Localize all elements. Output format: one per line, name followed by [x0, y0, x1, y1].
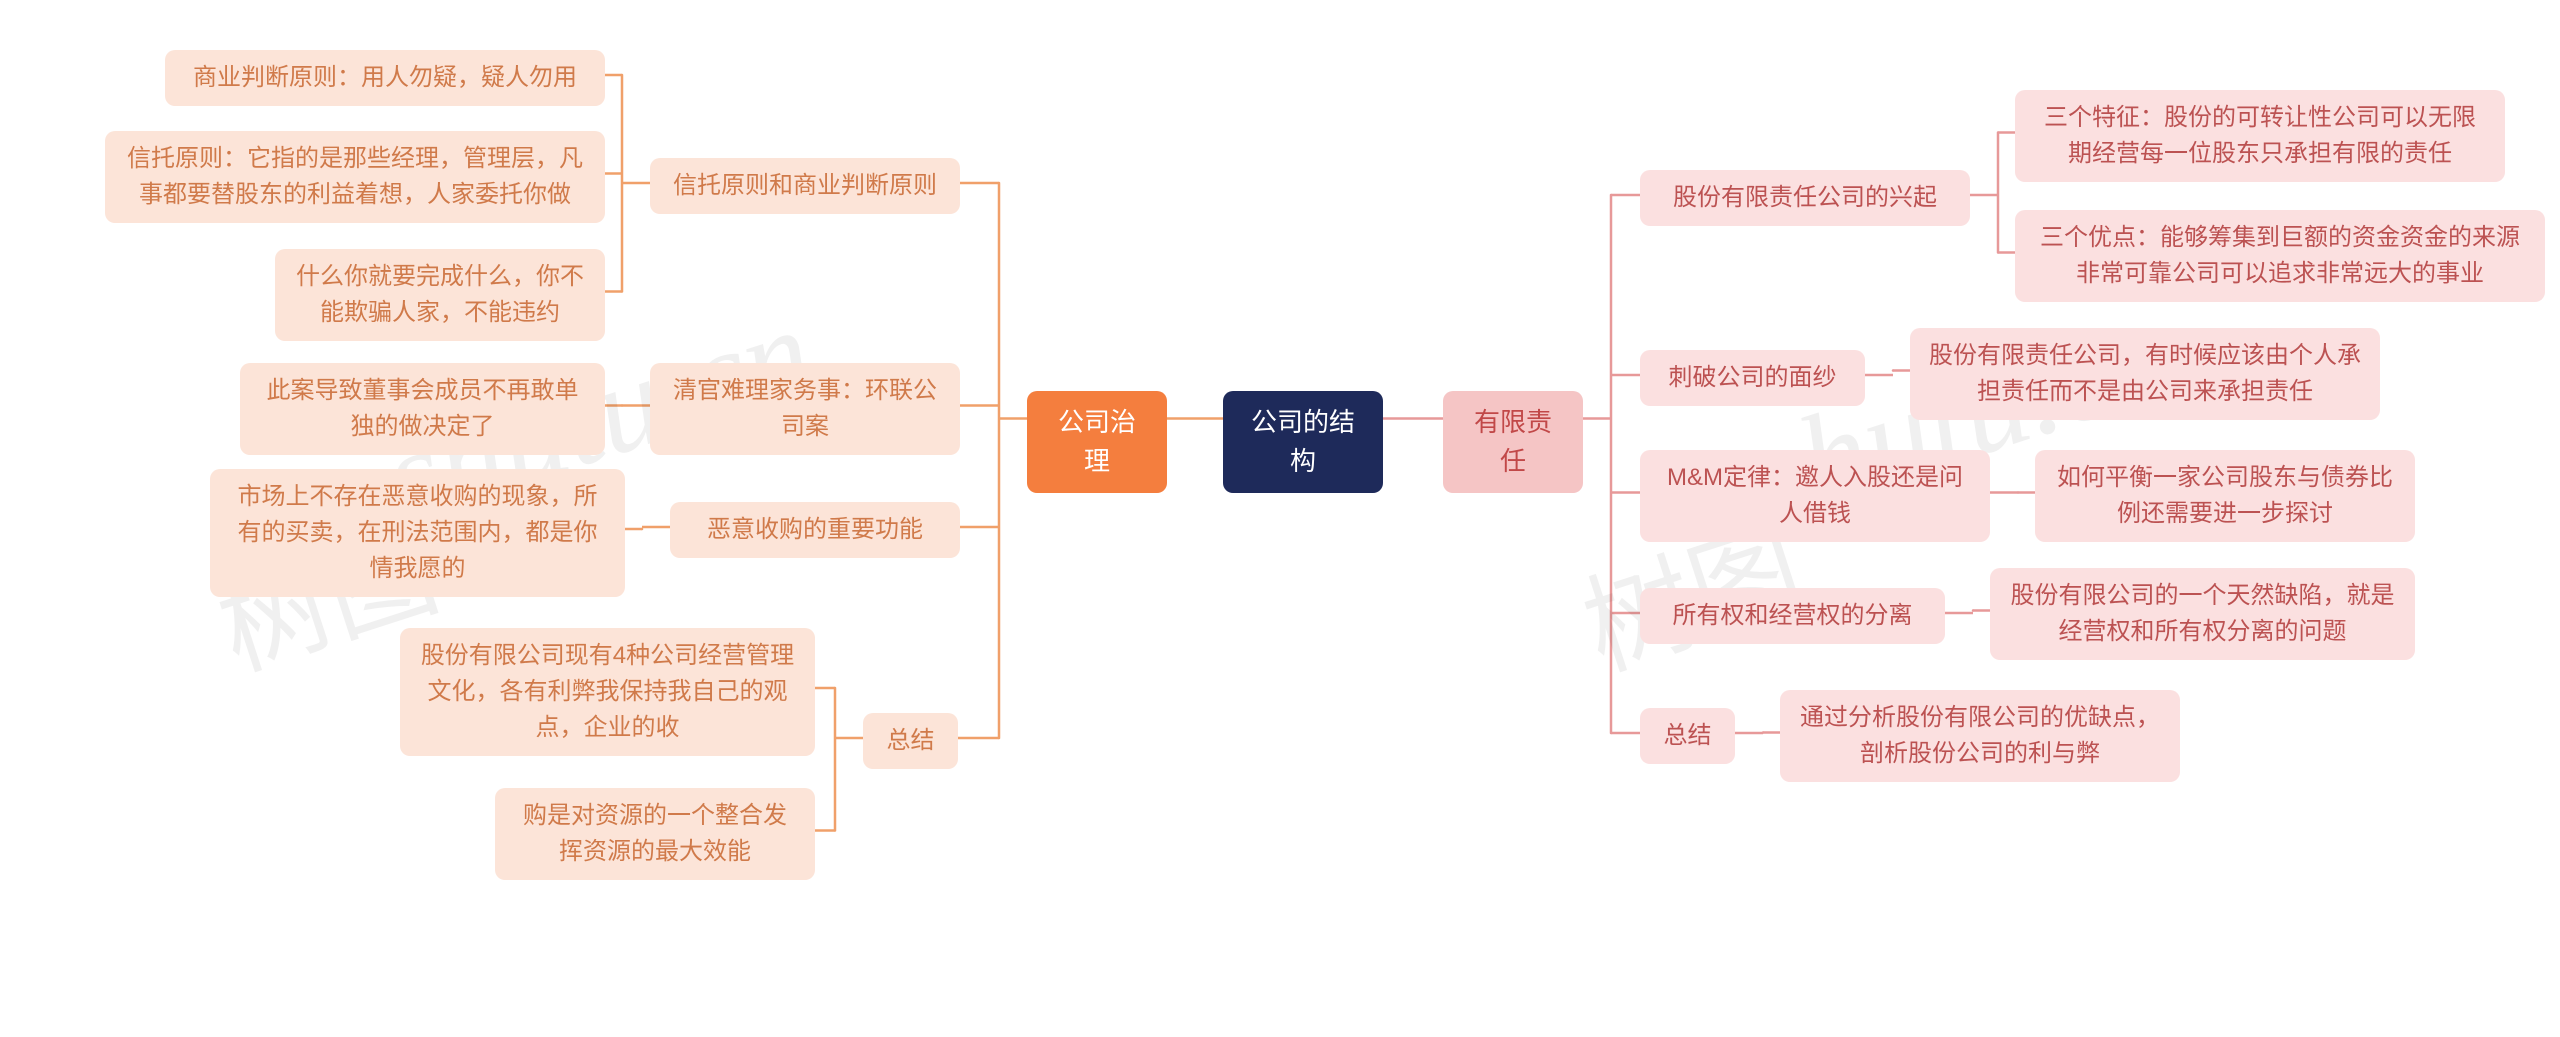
left-l2-0: 信托原则和商业判断原则 — [650, 158, 960, 214]
left-l2-2: 恶意收购的重要功能 — [670, 502, 960, 558]
right-leaf-4-0: 通过分析股份有限公司的优缺点，剖析股份公司的利与弊 — [1780, 690, 2180, 782]
right-leaf-1-0: 股份有限责任公司，有时候应该由个人承担责任而不是由公司来承担责任 — [1910, 328, 2380, 420]
right-l2-3: 所有权和经营权的分离 — [1640, 588, 1945, 644]
left-leaf-0-1: 信托原则：它指的是那些经理，管理层，凡事都要替股东的利益着想，人家委托你做 — [105, 131, 605, 223]
left-leaf-0-0: 商业判断原则：用人勿疑，疑人勿用 — [165, 50, 605, 106]
right-leaf-0-0: 三个特征：股份的可转让性公司可以无限期经营每一位股东只承担有限的责任 — [2015, 90, 2505, 182]
right-l2-4: 总结 — [1640, 708, 1735, 764]
right-leaf-0-1: 三个优点：能够筹集到巨额的资金资金的来源非常可靠公司可以追求非常远大的事业 — [2015, 210, 2545, 302]
right-l2-0: 股份有限责任公司的兴起 — [1640, 170, 1970, 226]
right-l2-2: M&M定律：邀人入股还是问人借钱 — [1640, 450, 1990, 542]
right-leaf-2-0: 如何平衡一家公司股东与债券比例还需要进一步探讨 — [2035, 450, 2415, 542]
left-leaf-3-1: 购是对资源的一个整合发挥资源的最大效能 — [495, 788, 815, 880]
right-l2-1: 刺破公司的面纱 — [1640, 350, 1865, 406]
left-leaf-3-0: 股份有限公司现有4种公司经营管理文化，各有利弊我保持我自己的观点，企业的收 — [400, 628, 815, 756]
left-leaf-0-2: 什么你就要完成什么，你不能欺骗人家，不能违约 — [275, 249, 605, 341]
left-leaf-1-0: 此案导致董事会成员不再敢单独的做决定了 — [240, 363, 605, 455]
left-leaf-2-0: 市场上不存在恶意收购的现象，所有的买卖，在刑法范围内，都是你情我愿的 — [210, 469, 625, 597]
root-node: 公司的结构 — [1223, 391, 1383, 493]
right-branch: 有限责任 — [1443, 391, 1583, 493]
right-leaf-3-0: 股份有限公司的一个天然缺陷，就是经营权和所有权分离的问题 — [1990, 568, 2415, 660]
left-branch: 公司治理 — [1027, 391, 1167, 493]
left-l2-3: 总结 — [863, 713, 958, 769]
left-l2-1: 清官难理家务事：环联公司案 — [650, 363, 960, 455]
